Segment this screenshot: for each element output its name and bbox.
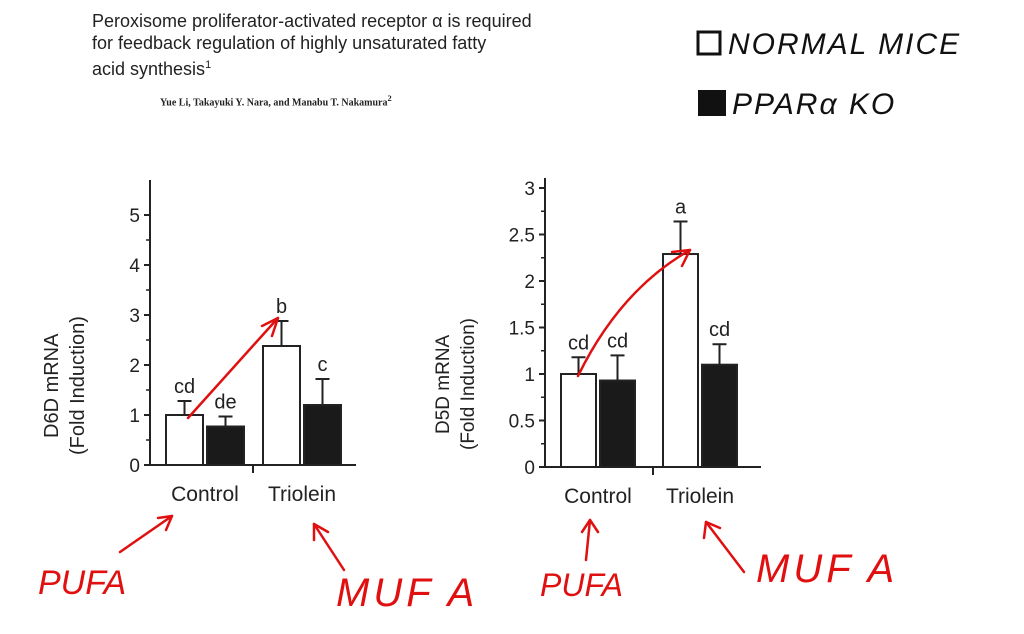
legend-normal-label: NORMAL MICE	[728, 28, 961, 61]
left-pufa-note: PUFA	[38, 564, 126, 602]
d6d-significance-letter: cd	[174, 376, 195, 398]
open-square-icon	[696, 30, 722, 56]
right-triolein-pointer-head	[702, 520, 722, 540]
title-line-3: acid synthesis	[92, 59, 206, 79]
right-control-pointer	[584, 518, 592, 562]
d5d-ylabel-line1: D5D mRNA	[433, 334, 454, 434]
d6d-ytick-label: 0	[129, 456, 140, 477]
d5d-ytick-label: 2	[524, 272, 535, 293]
d6d-bar-triolein-normal	[262, 345, 301, 466]
d5d-bar-triolein-ko	[701, 363, 738, 468]
d5d-significance-letter: cd	[607, 330, 628, 352]
d6d-ylabel-line1: D6D mRNA	[41, 333, 63, 438]
d5d-bar-control-normal	[560, 373, 597, 468]
d5d-significance-letter: cd	[568, 332, 589, 354]
d5d-ytick-label: 1	[524, 365, 535, 386]
d6d-ylabel: D6D mRNA (Fold Induction)	[41, 316, 89, 455]
d5d-category-label: Triolein	[666, 485, 734, 508]
right-trend-arrowhead	[670, 248, 692, 268]
d5d-significance-letter: cd	[709, 319, 730, 341]
right-pufa-note: PUFA	[540, 567, 623, 603]
d6d-significance-letter: b	[276, 296, 287, 318]
right-triolein-pointer	[704, 520, 746, 574]
right-control-pointer-head	[580, 518, 600, 534]
d5d-category-label: Control	[564, 485, 632, 508]
left-triolein-pointer	[312, 522, 346, 572]
d6d-category-label: Triolein	[268, 483, 336, 506]
title-footnote: 1	[205, 59, 212, 71]
d6d-ytick-label: 5	[129, 206, 140, 227]
left-control-pointer	[118, 514, 174, 554]
legend-ko-label: PPARα KO	[732, 88, 896, 121]
d5d-ytick-label: 1.5	[509, 319, 535, 340]
paper-authors: Yue Li, Takayuki Y. Nara, and Manabu T. …	[160, 94, 682, 108]
left-triolein-pointer-head	[312, 522, 330, 542]
title-line-2: for feedback regulation of highly unsatu…	[92, 33, 487, 53]
authors-text: Yue Li, Takayuki Y. Nara, and Manabu T. …	[160, 97, 388, 109]
d5d-ylabel-line2: (Fold Induction)	[458, 318, 479, 450]
left-control-pointer-head	[156, 514, 174, 532]
d6d-category-label: Control	[171, 483, 239, 506]
paper-title: Peroxisome proliferator-activated recept…	[92, 10, 682, 80]
d5d-chart: D5D mRNA (Fold Induction) 0 0.5 1 1.5 2 2.5 3 c…	[433, 178, 761, 508]
d6d-bar-control-normal	[165, 414, 204, 466]
filled-square-icon	[698, 90, 726, 116]
left-trend-arrowhead	[260, 316, 280, 338]
d6d-ytick-label: 4	[129, 256, 140, 277]
d6d-significance-letter: c	[318, 354, 328, 376]
left-mufa-note: MUF A	[336, 571, 478, 615]
right-trend-arrow	[576, 248, 692, 378]
d6d-significance-letter: de	[214, 392, 236, 414]
d6d-ylabel-line2: (Fold Induction)	[67, 316, 89, 455]
d5d-ytick-label: 3	[524, 179, 535, 200]
title-line-1: Peroxisome proliferator-activated recept…	[92, 11, 532, 31]
d6d-ytick-label: 2	[129, 356, 140, 377]
authors-footnote: 2	[387, 94, 392, 103]
d5d-ytick-label: 0	[524, 458, 535, 479]
d6d-bar-control-ko	[206, 425, 245, 466]
right-mufa-note: MUF A	[756, 547, 898, 591]
paper-header: Peroxisome proliferator-activated recept…	[92, 10, 682, 108]
d6d-ytick-label: 1	[129, 406, 140, 427]
d5d-ylabel: D5D mRNA (Fold Induction)	[433, 318, 479, 450]
d5d-bar-control-ko	[599, 379, 636, 468]
d5d-ytick-label: 2.5	[509, 226, 535, 247]
d5d-bar-triolein-normal	[662, 253, 699, 468]
d5d-ytick-label: 0.5	[509, 412, 535, 433]
d5d-significance-letter: a	[675, 196, 687, 218]
handwritten-legend: NORMAL MICE PPARα KO	[696, 28, 961, 121]
d6d-ytick-label: 3	[129, 306, 140, 327]
left-trend-arrow	[186, 316, 280, 420]
